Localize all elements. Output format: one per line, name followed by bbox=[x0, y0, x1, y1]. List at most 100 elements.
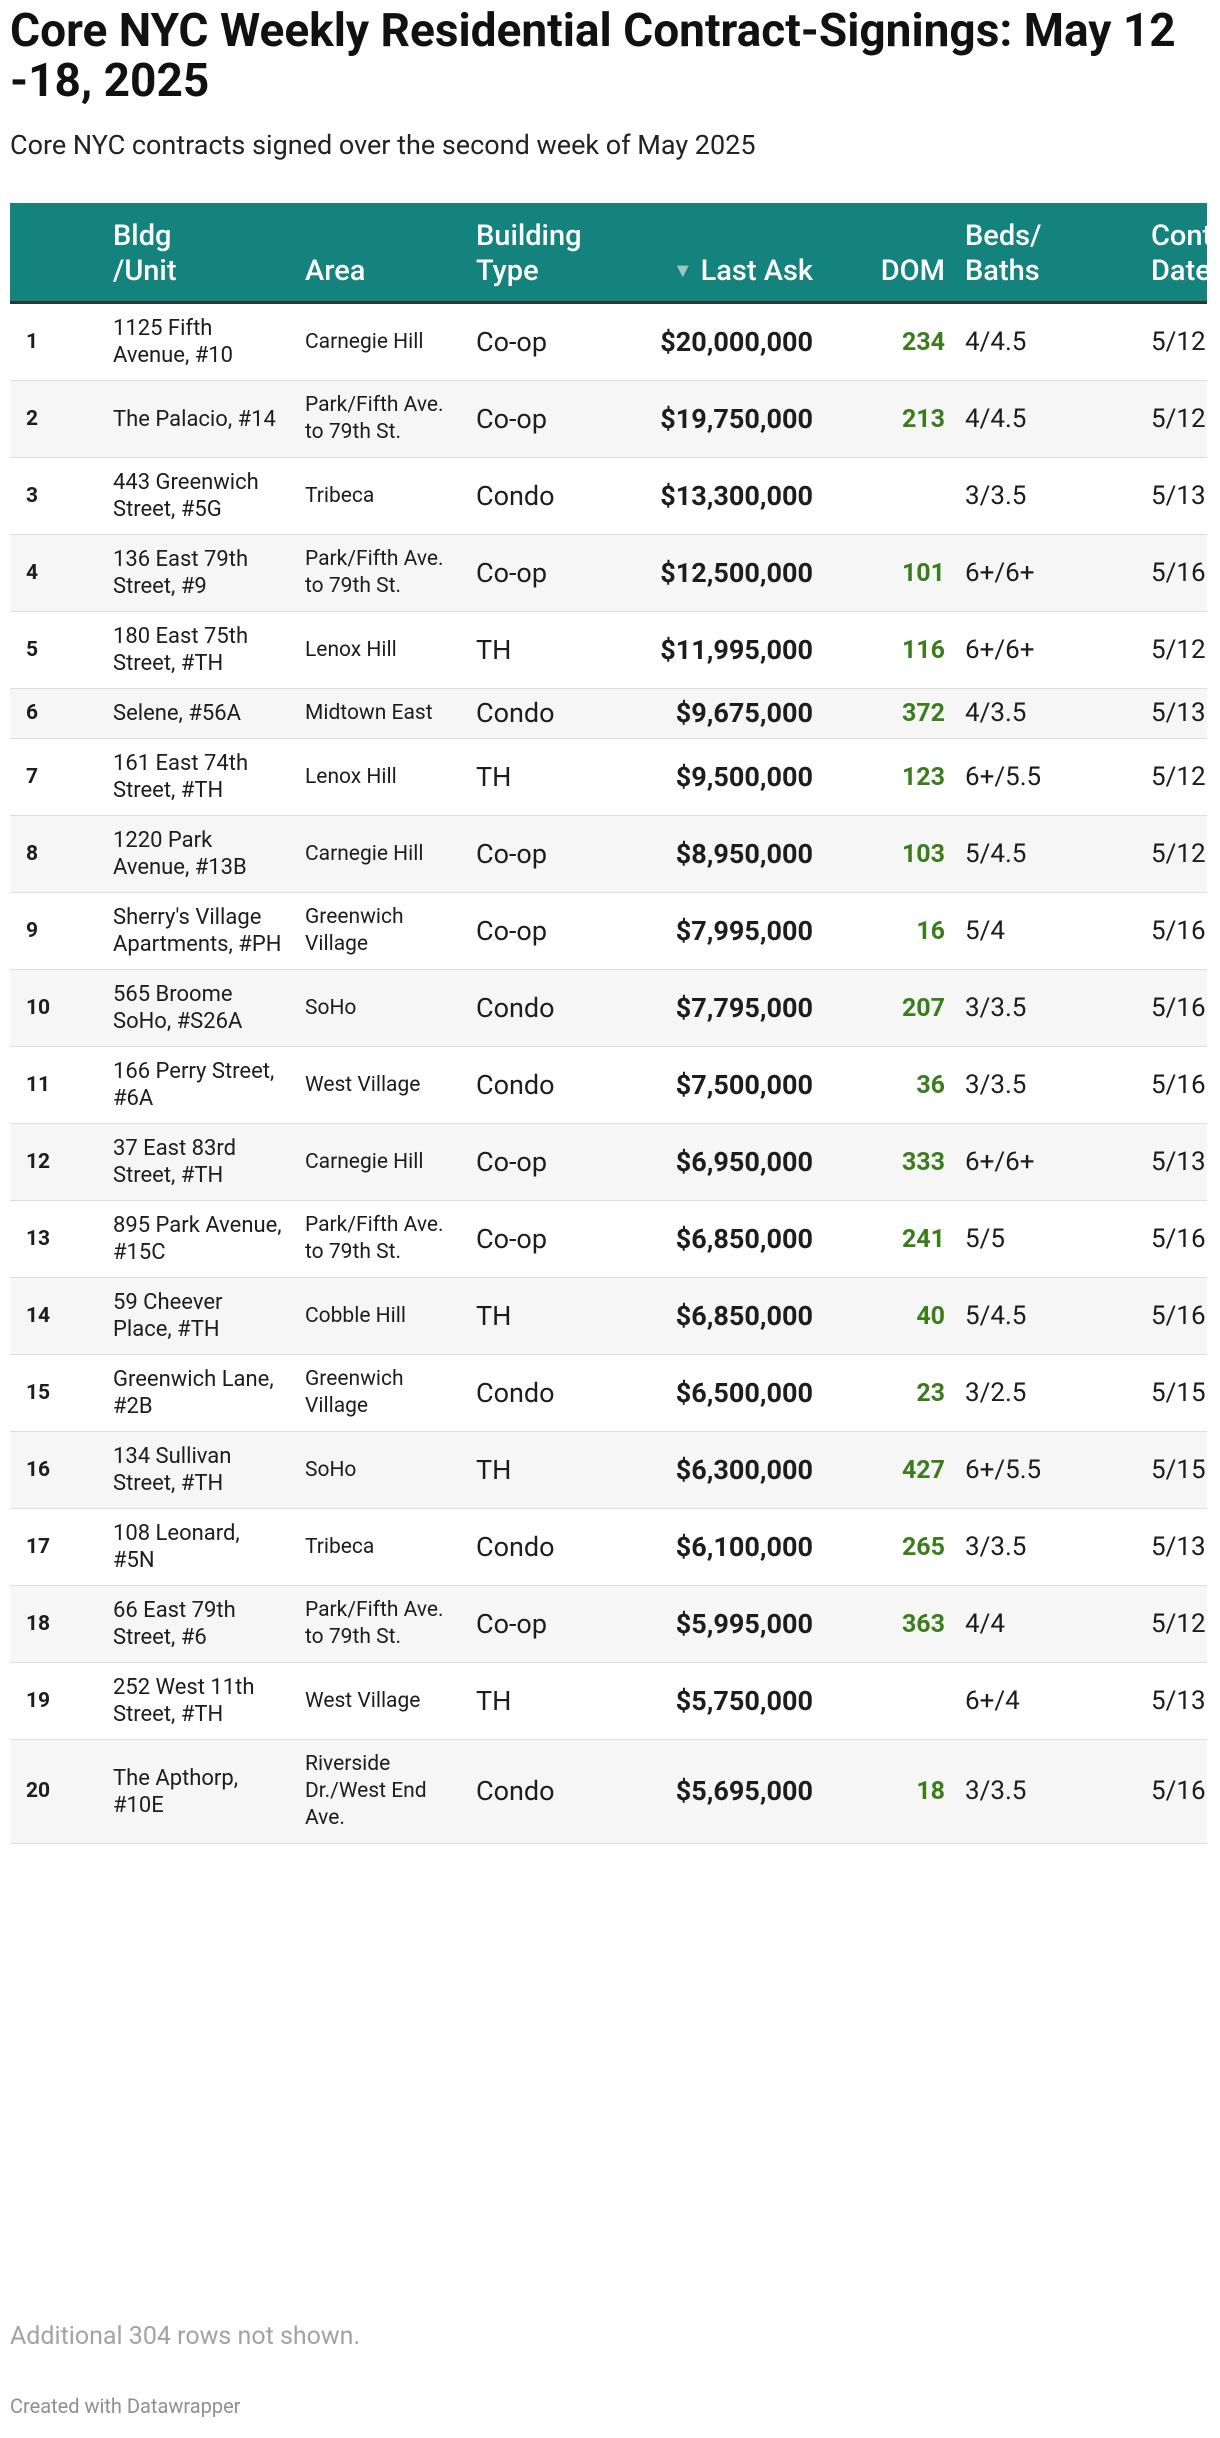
column-header[interactable]: DOM bbox=[823, 203, 955, 304]
area: Park/Fifth Ave. to 79th St. bbox=[295, 1200, 466, 1278]
header-label: Building Type bbox=[476, 219, 582, 288]
building-type: Condo bbox=[466, 1046, 606, 1124]
days-on-market: 427 bbox=[823, 1431, 955, 1509]
building-unit: 1125 Fifth Avenue, #10 bbox=[103, 302, 295, 381]
building-unit: 108 Leonard, #5N bbox=[103, 1508, 295, 1586]
area: Carnegie Hill bbox=[295, 302, 466, 381]
table-row: 16 134 Sullivan Street, #TH SoHo TH $6,300,0… bbox=[10, 1431, 1207, 1509]
last-ask: $20,000,000 bbox=[606, 302, 823, 381]
header-label: Area bbox=[305, 254, 366, 288]
beds-baths: 3/3.5 bbox=[955, 969, 1141, 1047]
last-ask: $6,300,000 bbox=[606, 1431, 823, 1509]
beds-baths: 5/4.5 bbox=[955, 1277, 1141, 1355]
header-row: Bldg /Unit Area Building Type ▼ Last Ask DOM B… bbox=[10, 203, 1207, 304]
rank: 12 bbox=[10, 1123, 103, 1201]
days-on-market: 213 bbox=[823, 380, 955, 458]
column-header[interactable]: Beds/ Baths bbox=[955, 203, 1141, 304]
column-header[interactable]: ▼ Last Ask bbox=[606, 203, 823, 304]
contract-date: 5/12 bbox=[1141, 302, 1207, 381]
column-header[interactable]: Contract Date bbox=[1141, 203, 1207, 304]
days-on-market: 103 bbox=[823, 815, 955, 893]
beds-baths: 3/3.5 bbox=[955, 457, 1141, 535]
rank: 18 bbox=[10, 1585, 103, 1663]
building-unit: 59 Cheever Place, #TH bbox=[103, 1277, 295, 1355]
days-on-market: 116 bbox=[823, 611, 955, 689]
beds-baths: 5/4 bbox=[955, 892, 1141, 970]
beds-baths: 6+/5.5 bbox=[955, 738, 1141, 816]
building-type: Condo bbox=[466, 1508, 606, 1586]
area: Greenwich Village bbox=[295, 1354, 466, 1432]
building-unit: 565 Broome SoHo, #S26A bbox=[103, 969, 295, 1047]
last-ask: $13,300,000 bbox=[606, 457, 823, 535]
last-ask: $8,950,000 bbox=[606, 815, 823, 893]
building-type: Condo bbox=[466, 969, 606, 1047]
column-header[interactable]: Area bbox=[295, 203, 466, 304]
contract-date: 5/12 bbox=[1141, 380, 1207, 458]
building-type: TH bbox=[466, 1431, 606, 1509]
table-row: 2 The Palacio, #14 Park/Fifth Ave. to 79th… bbox=[10, 380, 1207, 458]
area: Tribeca bbox=[295, 457, 466, 535]
rank: 10 bbox=[10, 969, 103, 1047]
beds-baths: 4/4.5 bbox=[955, 302, 1141, 381]
building-type: Condo bbox=[466, 688, 606, 739]
building-type: Co-op bbox=[466, 815, 606, 893]
rank: 11 bbox=[10, 1046, 103, 1124]
building-unit: 37 East 83rd Street, #TH bbox=[103, 1123, 295, 1201]
subtitle: Core NYC contracts signed over the secon… bbox=[10, 129, 756, 161]
table-row: 3 443 Greenwich Street, #5G Tribeca Condo $1… bbox=[10, 457, 1207, 535]
contract-date: 5/15 bbox=[1141, 1431, 1207, 1509]
last-ask: $7,995,000 bbox=[606, 892, 823, 970]
table-row: 5 180 East 75th Street, #TH Lenox Hill TH $1… bbox=[10, 611, 1207, 689]
area: SoHo bbox=[295, 969, 466, 1047]
contract-date: 5/12 bbox=[1141, 815, 1207, 893]
table-row: 18 66 East 79th Street, #6 Park/Fifth Ave.… bbox=[10, 1585, 1207, 1663]
building-type: Co-op bbox=[466, 302, 606, 381]
days-on-market: 363 bbox=[823, 1585, 955, 1663]
area: Park/Fifth Ave. to 79th St. bbox=[295, 380, 466, 458]
building-unit: 1220 Park Avenue, #13B bbox=[103, 815, 295, 893]
table-row: 20 The Apthorp, #10E Riverside Dr./West En… bbox=[10, 1739, 1207, 1844]
rank: 6 bbox=[10, 688, 103, 739]
building-type: Condo bbox=[466, 1739, 606, 1844]
last-ask: $5,995,000 bbox=[606, 1585, 823, 1663]
area: Midtown East bbox=[295, 688, 466, 739]
table-wrapper: Bldg /Unit Area Building Type ▼ Last Ask DOM B… bbox=[10, 203, 1207, 1844]
beds-baths: 4/4 bbox=[955, 1585, 1141, 1663]
building-type: Condo bbox=[466, 1354, 606, 1432]
table-row: 9 Sherry's Village Apartments, #PH Greenwi… bbox=[10, 892, 1207, 970]
column-header[interactable]: Building Type bbox=[466, 203, 606, 304]
header-label: Last Ask bbox=[700, 254, 813, 288]
table-row: 11 166 Perry Street, #6A West Village Condo… bbox=[10, 1046, 1207, 1124]
building-unit: The Palacio, #14 bbox=[103, 380, 295, 458]
building-type: Condo bbox=[466, 457, 606, 535]
rank: 7 bbox=[10, 738, 103, 816]
area: West Village bbox=[295, 1046, 466, 1124]
contract-date: 5/12 bbox=[1141, 1585, 1207, 1663]
credit: Created with Datawrapper bbox=[10, 2394, 241, 2418]
table-row: 6 Selene, #56A Midtown East Condo $9,675,000… bbox=[10, 688, 1207, 739]
beds-baths: 4/3.5 bbox=[955, 688, 1141, 739]
header-label: DOM bbox=[880, 254, 945, 288]
rank: 19 bbox=[10, 1662, 103, 1740]
table-row: 10 565 Broome SoHo, #S26A SoHo Condo $7,795,… bbox=[10, 969, 1207, 1047]
header-label: Contract Date bbox=[1151, 219, 1207, 288]
building-type: Co-op bbox=[466, 534, 606, 612]
column-header[interactable] bbox=[10, 203, 103, 304]
building-unit: 66 East 79th Street, #6 bbox=[103, 1585, 295, 1663]
last-ask: $19,750,000 bbox=[606, 380, 823, 458]
beds-baths: 6+/6+ bbox=[955, 611, 1141, 689]
last-ask: $5,750,000 bbox=[606, 1662, 823, 1740]
beds-baths: 5/5 bbox=[955, 1200, 1141, 1278]
building-unit: The Apthorp, #10E bbox=[103, 1739, 295, 1844]
building-type: Co-op bbox=[466, 380, 606, 458]
beds-baths: 3/3.5 bbox=[955, 1046, 1141, 1124]
column-header[interactable]: Bldg /Unit bbox=[103, 203, 295, 304]
area: Lenox Hill bbox=[295, 611, 466, 689]
contract-date: 5/16 bbox=[1141, 1739, 1207, 1844]
days-on-market: 101 bbox=[823, 534, 955, 612]
rank: 13 bbox=[10, 1200, 103, 1278]
last-ask: $6,100,000 bbox=[606, 1508, 823, 1586]
rank: 15 bbox=[10, 1354, 103, 1432]
last-ask: $11,995,000 bbox=[606, 611, 823, 689]
contract-date: 5/16 bbox=[1141, 1046, 1207, 1124]
